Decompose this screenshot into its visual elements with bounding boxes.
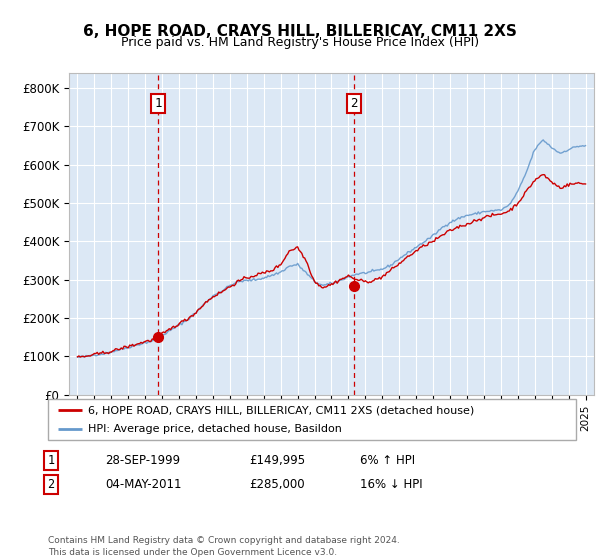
Text: 1: 1 — [154, 97, 161, 110]
Text: 16% ↓ HPI: 16% ↓ HPI — [360, 478, 422, 491]
Text: 6, HOPE ROAD, CRAYS HILL, BILLERICAY, CM11 2XS (detached house): 6, HOPE ROAD, CRAYS HILL, BILLERICAY, CM… — [88, 405, 474, 415]
Text: £149,995: £149,995 — [249, 454, 305, 467]
Text: 04-MAY-2011: 04-MAY-2011 — [105, 478, 182, 491]
Text: 1: 1 — [47, 454, 55, 467]
Text: 28-SEP-1999: 28-SEP-1999 — [105, 454, 180, 467]
Text: Contains HM Land Registry data © Crown copyright and database right 2024.
This d: Contains HM Land Registry data © Crown c… — [48, 536, 400, 557]
Text: Price paid vs. HM Land Registry's House Price Index (HPI): Price paid vs. HM Land Registry's House … — [121, 36, 479, 49]
Text: 2: 2 — [47, 478, 55, 491]
Text: 2: 2 — [350, 97, 358, 110]
Text: 6, HOPE ROAD, CRAYS HILL, BILLERICAY, CM11 2XS: 6, HOPE ROAD, CRAYS HILL, BILLERICAY, CM… — [83, 24, 517, 39]
Text: HPI: Average price, detached house, Basildon: HPI: Average price, detached house, Basi… — [88, 424, 341, 433]
FancyBboxPatch shape — [48, 399, 576, 440]
Text: £285,000: £285,000 — [249, 478, 305, 491]
Text: 6% ↑ HPI: 6% ↑ HPI — [360, 454, 415, 467]
